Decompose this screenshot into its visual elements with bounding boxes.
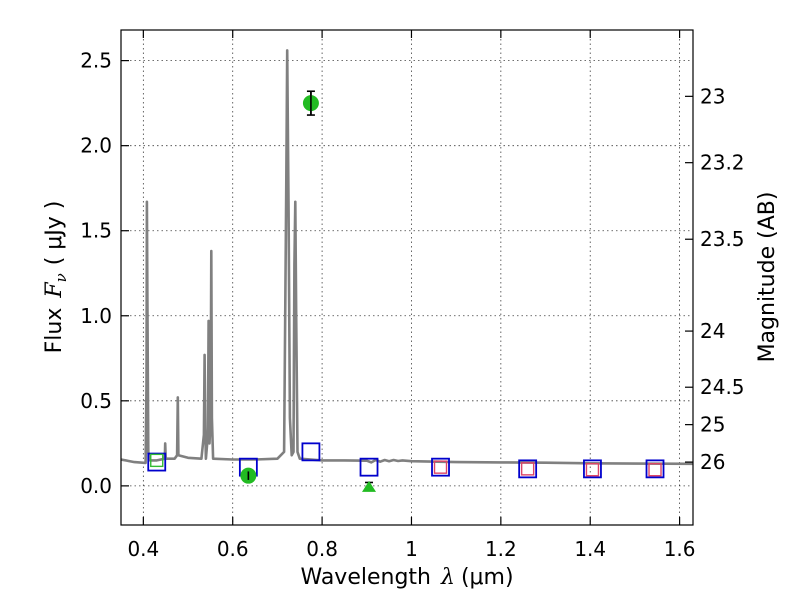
y-tick-label: 2.5 [80,49,112,73]
grid [121,30,693,525]
x-axis-title: Wavelength λ (μm) [300,565,513,590]
x-tick-label: 1 [405,537,418,561]
model-photometry-point [359,457,379,477]
x-tick-label: 0.8 [306,537,338,561]
y-tick-label: 1.5 [80,219,112,243]
model-photometry-point [583,459,602,479]
model-photometry-point [147,452,167,472]
y-tick-label: 1.0 [80,304,112,328]
x-tick-label: 0.4 [127,537,159,561]
mag-tick-label: 25 [700,413,725,437]
photometry-inner-point [585,463,600,477]
photometry-inner-point [150,453,164,468]
spectrum-line [121,49,693,466]
photometry-inner-point [520,462,535,476]
y-axis-title: FluxFν( μJy ) [42,201,70,354]
model-photometry-point [431,457,450,477]
x-tick-label: 1.6 [664,537,696,561]
x-tick-label: 1.4 [574,537,606,561]
photometry-inner-point [648,463,662,477]
y-tick-label: 2.0 [80,134,112,158]
model-photometry-point [518,459,538,479]
model-photometry-point [301,442,321,462]
mag-tick-label: 23.2 [700,151,745,175]
mag-tick-label: 23 [700,84,725,108]
model-photometry-point [645,459,665,479]
photometry-inner-point [433,460,448,474]
axes-frame [120,29,694,526]
y-tick-label: 0.5 [80,389,112,413]
x-tick-label: 0.6 [217,537,249,561]
mag-tick-label: 24 [700,319,725,343]
x-tick-label: 1.2 [485,537,517,561]
mag-tick-label: 26 [700,450,725,474]
observed-limit-point [362,480,377,492]
y2-axis-title: Magnitude (AB) [755,192,780,363]
y-tick-label: 0.0 [80,474,112,498]
axes: 0.4 0.6 0.8 1 1.2 1.4 1.6 0.0 0.5 1.0 1.5 2.0 2.5 23 2… [80,30,745,561]
mag-tick-label: 24.5 [700,375,745,399]
plot-area [121,49,693,492]
mag-tick-label: 23.5 [700,227,745,251]
